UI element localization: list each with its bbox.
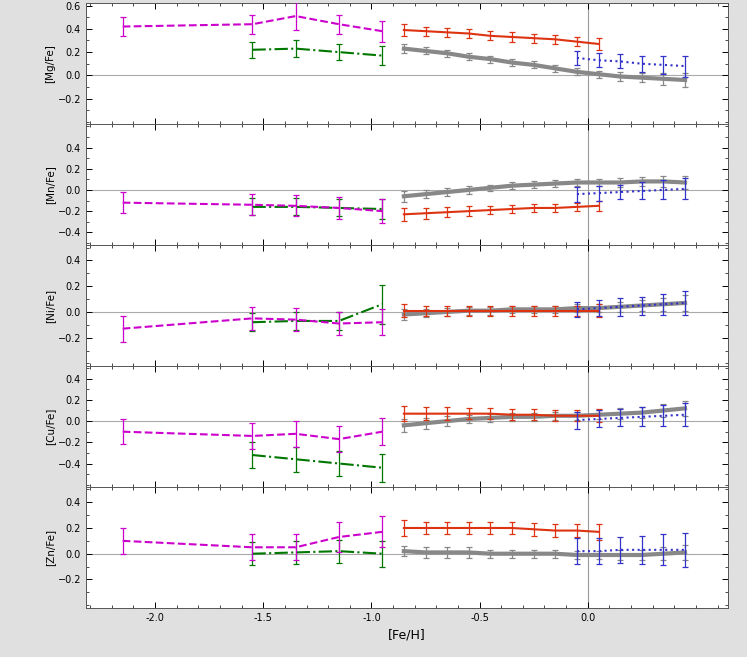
Y-axis label: [Ni/Fe]: [Ni/Fe] — [45, 288, 55, 323]
Y-axis label: [Mn/Fe]: [Mn/Fe] — [45, 165, 55, 204]
X-axis label: [Fe/H]: [Fe/H] — [388, 628, 426, 641]
Y-axis label: [Zn/Fe]: [Zn/Fe] — [45, 529, 55, 566]
Y-axis label: [Mg/Fe]: [Mg/Fe] — [45, 44, 55, 83]
Y-axis label: [Cu/Fe]: [Cu/Fe] — [45, 408, 55, 445]
